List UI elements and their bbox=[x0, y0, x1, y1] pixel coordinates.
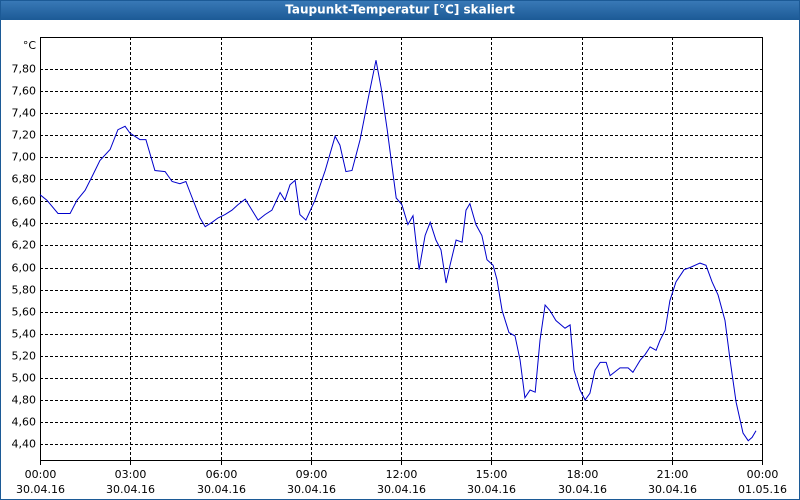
x-tick-date: 30.04.16 bbox=[558, 483, 607, 496]
y-tick-label: 7,80 bbox=[12, 63, 37, 76]
line-series bbox=[39, 60, 757, 442]
y-tick-label: 6,00 bbox=[12, 262, 37, 275]
x-tick-label: 18:00 bbox=[567, 468, 599, 481]
y-tick-label: 6,20 bbox=[12, 239, 37, 252]
x-tick-label: 15:00 bbox=[476, 468, 508, 481]
y-tick-label: 5,20 bbox=[12, 350, 37, 363]
x-tick-date: 30.04.16 bbox=[467, 483, 516, 496]
y-unit-label: °C bbox=[23, 39, 37, 52]
x-tick-label: 00:00 bbox=[747, 468, 779, 481]
x-tick-date: 30.04.16 bbox=[648, 483, 697, 496]
y-tick-label: 6,60 bbox=[12, 195, 37, 208]
y-tick-label: 7,60 bbox=[12, 85, 37, 98]
x-tick-date: 30.04.16 bbox=[377, 483, 426, 496]
y-tick-label: 5,80 bbox=[12, 284, 37, 297]
x-tick-label: 00:00 bbox=[25, 468, 57, 481]
y-tick-label: 5,60 bbox=[12, 306, 37, 319]
x-tick-date: 30.04.16 bbox=[197, 483, 246, 496]
chart-title: Taupunkt-Temperatur [°C] skaliert bbox=[285, 3, 515, 17]
y-tick-label: 5,40 bbox=[12, 328, 37, 341]
y-tick-label: 6,80 bbox=[12, 173, 37, 186]
y-tick-label: 4,40 bbox=[12, 438, 37, 451]
x-tick-label: 21:00 bbox=[657, 468, 689, 481]
x-tick-label: 06:00 bbox=[206, 468, 238, 481]
y-tick-label: 7,40 bbox=[12, 107, 37, 120]
y-tick-label: 5,00 bbox=[12, 372, 37, 385]
x-tick-label: 09:00 bbox=[296, 468, 328, 481]
y-tick-label: 4,60 bbox=[12, 416, 37, 429]
y-tick-label: 4,80 bbox=[12, 394, 37, 407]
x-tick-date: 30.04.16 bbox=[287, 483, 336, 496]
x-tick-label: 03:00 bbox=[115, 468, 147, 481]
x-tick-date: 30.04.16 bbox=[106, 483, 155, 496]
y-tick-label: 7,00 bbox=[12, 151, 37, 164]
y-tick-label: 6,40 bbox=[12, 217, 37, 230]
x-tick-label: 12:00 bbox=[386, 468, 418, 481]
title-bar bbox=[0, 0, 800, 20]
x-tick-date: 01.05.16 bbox=[738, 483, 787, 496]
plot-area bbox=[40, 37, 763, 461]
x-tick-date: 30.04.16 bbox=[16, 483, 65, 496]
y-tick-label: 7,20 bbox=[12, 129, 37, 142]
